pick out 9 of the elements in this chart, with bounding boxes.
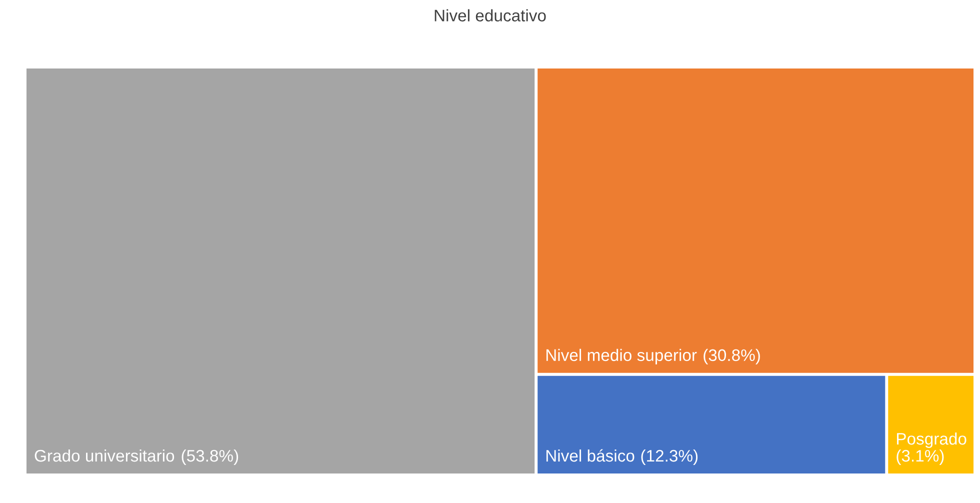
category-label: Grado universitario [34,449,174,462]
data-label: (12.3%) [641,449,698,465]
category-label: Nivel básico [546,449,634,462]
data-label: (3.1%) [896,449,944,465]
text: Nivel educativo [434,9,546,22]
category-label: Nivel medio superior [546,348,697,364]
category-label: Posgrado [897,432,966,448]
data-label: (53.8%) [182,449,238,465]
data-label: (30.8%) [704,348,760,364]
